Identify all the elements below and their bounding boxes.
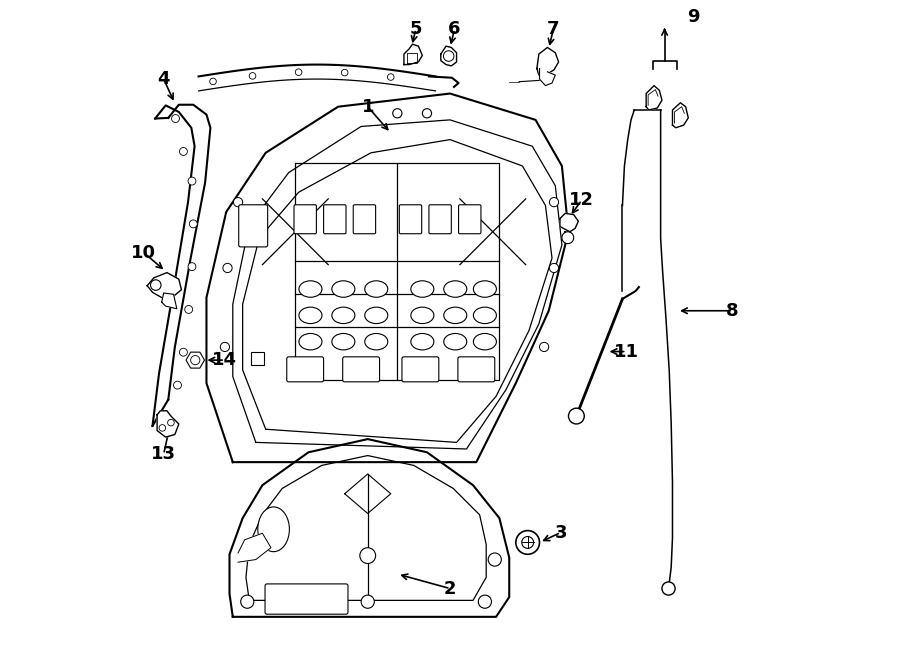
FancyBboxPatch shape [353,205,375,234]
FancyBboxPatch shape [238,205,267,247]
Circle shape [179,348,187,356]
Circle shape [184,305,193,313]
Circle shape [188,177,196,185]
Circle shape [295,69,302,75]
FancyBboxPatch shape [429,205,451,234]
Polygon shape [206,94,569,462]
Ellipse shape [364,333,388,350]
Ellipse shape [444,307,467,324]
Circle shape [220,342,230,352]
FancyBboxPatch shape [459,205,481,234]
FancyBboxPatch shape [294,205,317,234]
Ellipse shape [364,281,388,297]
Circle shape [233,198,243,207]
Circle shape [172,114,179,122]
Ellipse shape [410,307,434,324]
Text: 5: 5 [410,20,422,38]
Ellipse shape [410,333,434,350]
Circle shape [392,108,402,118]
Circle shape [191,356,200,365]
Polygon shape [646,86,662,110]
Circle shape [549,263,559,272]
Polygon shape [404,44,422,65]
Ellipse shape [444,333,467,350]
Circle shape [174,381,182,389]
Text: 10: 10 [131,244,157,262]
Circle shape [223,263,232,272]
Circle shape [422,108,432,118]
Circle shape [361,595,374,608]
Circle shape [240,595,254,608]
Circle shape [341,69,348,76]
Text: 12: 12 [569,191,594,209]
Ellipse shape [473,307,497,324]
FancyBboxPatch shape [400,205,422,234]
Circle shape [569,408,584,424]
Ellipse shape [299,307,322,324]
Circle shape [662,582,675,595]
Polygon shape [539,69,555,86]
Circle shape [488,553,501,566]
Circle shape [522,537,534,549]
Circle shape [188,262,196,270]
Polygon shape [230,439,509,617]
Polygon shape [537,48,559,75]
Ellipse shape [410,281,434,297]
Circle shape [189,220,197,228]
Circle shape [444,51,454,61]
FancyBboxPatch shape [343,357,380,382]
Text: 8: 8 [725,302,738,320]
Ellipse shape [473,281,497,297]
Bar [250,352,264,366]
Circle shape [478,595,491,608]
Polygon shape [162,293,176,309]
Text: 9: 9 [688,9,700,26]
Text: 4: 4 [158,70,170,88]
Text: 2: 2 [444,580,456,598]
Text: 7: 7 [547,20,560,38]
Circle shape [360,548,375,564]
Ellipse shape [299,281,322,297]
FancyBboxPatch shape [324,205,346,234]
Circle shape [210,78,216,85]
Circle shape [388,74,394,81]
Circle shape [159,424,166,431]
Ellipse shape [299,333,322,350]
Text: 13: 13 [151,446,176,463]
Text: 14: 14 [212,351,238,369]
Ellipse shape [332,281,355,297]
Polygon shape [158,410,179,437]
Ellipse shape [332,333,355,350]
Polygon shape [441,46,456,66]
Text: 3: 3 [554,524,567,541]
FancyBboxPatch shape [402,357,439,382]
Polygon shape [148,272,182,297]
Ellipse shape [364,307,388,324]
Text: 1: 1 [362,98,374,116]
FancyBboxPatch shape [265,584,348,614]
Circle shape [562,232,573,244]
Ellipse shape [444,281,467,297]
Polygon shape [672,102,688,128]
Text: 6: 6 [448,20,461,38]
Circle shape [179,147,187,155]
Circle shape [150,280,161,290]
Circle shape [516,531,539,555]
Circle shape [167,419,175,426]
FancyBboxPatch shape [287,357,324,382]
Ellipse shape [473,333,497,350]
Circle shape [249,73,256,79]
Polygon shape [152,104,211,426]
Ellipse shape [332,307,355,324]
FancyBboxPatch shape [458,357,495,382]
Polygon shape [238,533,271,563]
Ellipse shape [257,507,290,552]
Circle shape [549,198,559,207]
Polygon shape [560,214,579,232]
Text: 11: 11 [614,342,639,360]
Circle shape [539,342,549,352]
